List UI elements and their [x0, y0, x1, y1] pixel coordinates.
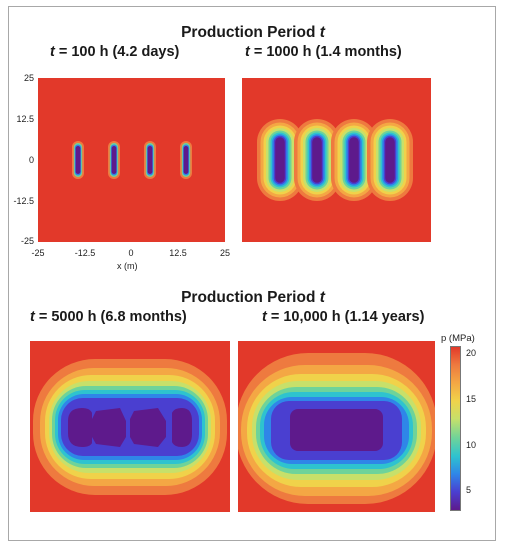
x-tick-neg-12-5: -12.5 [74, 248, 96, 258]
colorbar-tick-20: 20 [466, 348, 477, 358]
y-tick-25: 25 [23, 73, 34, 83]
y-tick-neg-25: -25 [20, 236, 34, 246]
depletion-contours [238, 353, 435, 504]
y-tick-12-5: 12.5 [16, 114, 34, 124]
bottom-left-subtitle: t = 5000 h (6.8 months) [30, 309, 187, 325]
fracture-cores [68, 408, 192, 447]
pressure-map-1000h [242, 78, 431, 242]
top-left-subtitle: t = 100 h (4.2 days) [50, 44, 180, 60]
colorbar-tick-10: 10 [466, 440, 477, 450]
fracture-depletion-zones [257, 119, 413, 201]
y-tick-neg-12-5: -12.5 [13, 196, 34, 206]
y-tick-0: 0 [28, 155, 34, 165]
colorbar-tick-5: 5 [466, 485, 472, 495]
x-tick-0: 0 [128, 248, 134, 258]
top-right-subtitle: t = 1000 h (1.4 months) [245, 44, 402, 60]
colorbar-tick-15: 15 [466, 394, 477, 404]
x-axis-label: x (m) [117, 261, 138, 271]
bottom-right-subtitle: t = 10,000 h (1.14 years) [262, 309, 425, 325]
x-tick-12-5: 12.5 [169, 248, 187, 258]
pressure-map-100h [38, 78, 225, 242]
colorbar-title: p (MPa) [441, 333, 475, 344]
pressure-colorbar [450, 346, 461, 511]
bottom-heading: Production Period t [181, 289, 325, 306]
top-heading: Production Period t [181, 24, 325, 41]
pressure-map-5000h [30, 341, 230, 512]
x-tick-25: 25 [219, 248, 230, 258]
fracture-depletion-zones [72, 141, 192, 179]
x-tick-neg-25: -25 [31, 248, 45, 258]
pressure-map-10000h [238, 341, 435, 512]
